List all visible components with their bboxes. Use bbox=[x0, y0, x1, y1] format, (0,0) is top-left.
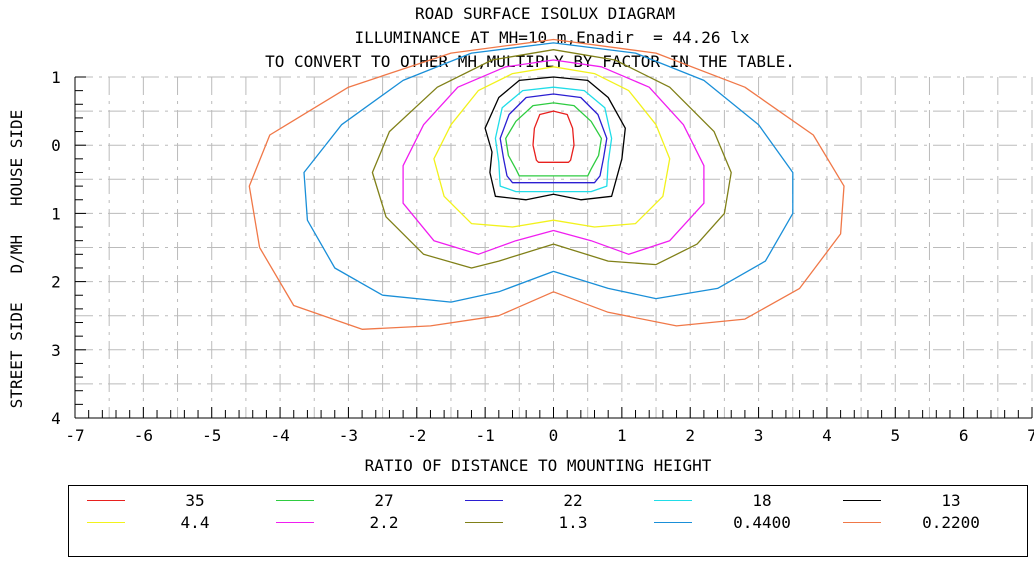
x-tick-label: 0 bbox=[549, 426, 559, 445]
legend-label: 27 bbox=[374, 491, 394, 510]
legend-label: 35 bbox=[185, 491, 205, 510]
legend-swatch bbox=[276, 522, 314, 523]
x-tick-label: 1 bbox=[617, 426, 627, 445]
x-tick-label: 2 bbox=[685, 426, 695, 445]
legend-item: 0.2200 bbox=[843, 512, 1013, 534]
axes: -7 -6 -5 -4 -3 -2 -1 0 1 2 3 4 5 6 7 1 0 1 2 3 4 bbox=[51, 68, 1034, 445]
legend-label: 1.3 bbox=[558, 513, 588, 532]
chart-subtitle-conversion: TO CONVERT TO OTHER MH,MULTIPLY BY FACTO… bbox=[265, 52, 795, 71]
isolux-contour-27 bbox=[505, 102, 603, 177]
x-tick-label: -4 bbox=[270, 426, 289, 445]
legend-item: 18 bbox=[654, 490, 824, 512]
legend-swatch bbox=[276, 500, 314, 501]
isolux-contour-4.4 bbox=[433, 66, 671, 228]
legend-swatch bbox=[654, 522, 692, 523]
legend-label: 18 bbox=[752, 491, 772, 510]
y-tick-label: 1 bbox=[51, 204, 61, 223]
isolux-contour-0.2200 bbox=[248, 38, 845, 330]
isolux-contour-2.2 bbox=[402, 59, 705, 255]
x-tick-label: -7 bbox=[65, 426, 84, 445]
legend-item: 13 bbox=[843, 490, 1013, 512]
y-axis-label: STREET SIDE D/MH HOUSE SIDE bbox=[7, 110, 26, 409]
legend-swatch bbox=[465, 522, 503, 523]
y-tick-label: 2 bbox=[51, 273, 61, 292]
legend-label: 2.2 bbox=[369, 513, 399, 532]
x-tick-label: 6 bbox=[959, 426, 969, 445]
legend-item: 4.4 bbox=[87, 512, 257, 534]
isolux-contour-35 bbox=[532, 110, 575, 163]
x-tick-label: -2 bbox=[407, 426, 426, 445]
chart-subtitle-illuminance: ILLUMINANCE AT MH=10 m,Enadir = 44.26 lx bbox=[355, 28, 750, 47]
isolux-contour-22 bbox=[499, 93, 608, 184]
legend-label: 13 bbox=[941, 491, 961, 510]
y-tick-label: 4 bbox=[51, 409, 61, 428]
legend-swatch bbox=[843, 500, 881, 501]
legend-swatch bbox=[465, 500, 503, 501]
y-tick-label: 3 bbox=[51, 341, 61, 360]
legend-item: 0.4400 bbox=[654, 512, 824, 534]
y-tick-label: 1 bbox=[51, 68, 61, 87]
legend-label: 0.4400 bbox=[733, 513, 791, 532]
x-tick-label: -5 bbox=[202, 426, 221, 445]
legend: 35 27 22 18 13 4.4 2.2 1.3 0.4400 0.2200 bbox=[68, 485, 1028, 557]
isolux-contour-1.3 bbox=[371, 49, 732, 269]
legend-swatch bbox=[654, 500, 692, 501]
contours bbox=[248, 38, 845, 330]
x-tick-label: -1 bbox=[476, 426, 495, 445]
isolux-chart: ROAD SURFACE ISOLUX DIAGRAM ILLUMINANCE … bbox=[7, 4, 1034, 475]
x-tick-label: -6 bbox=[134, 426, 153, 445]
legend-swatch bbox=[87, 500, 125, 501]
x-tick-label: 5 bbox=[890, 426, 900, 445]
legend-swatch bbox=[843, 522, 881, 523]
legend-item: 22 bbox=[465, 490, 635, 512]
isolux-contour-0.4400 bbox=[303, 42, 794, 303]
legend-swatch bbox=[87, 522, 125, 523]
isolux-contour-18 bbox=[494, 86, 613, 193]
legend-item: 35 bbox=[87, 490, 257, 512]
legend-label: 0.2200 bbox=[922, 513, 980, 532]
x-tick-label: -3 bbox=[339, 426, 358, 445]
legend-label: 4.4 bbox=[180, 513, 210, 532]
x-tick-label: 4 bbox=[822, 426, 832, 445]
legend-item: 1.3 bbox=[465, 512, 635, 534]
x-axis-label: RATIO OF DISTANCE TO MOUNTING HEIGHT bbox=[365, 456, 712, 475]
legend-item: 27 bbox=[276, 490, 446, 512]
isolux-contour-13 bbox=[484, 76, 626, 201]
x-tick-label: 7 bbox=[1027, 426, 1034, 445]
grid bbox=[74, 76, 1033, 419]
legend-label: 22 bbox=[563, 491, 583, 510]
y-tick-label: 0 bbox=[51, 136, 61, 155]
x-tick-label: 3 bbox=[754, 426, 764, 445]
chart-title: ROAD SURFACE ISOLUX DIAGRAM bbox=[415, 4, 675, 23]
legend-item: 2.2 bbox=[276, 512, 446, 534]
